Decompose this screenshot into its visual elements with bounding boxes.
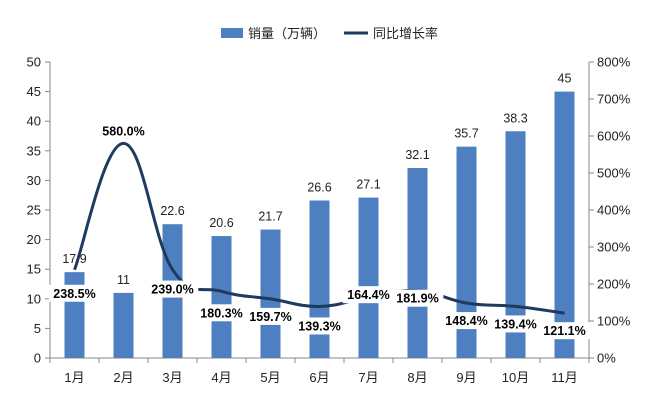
bar-value-label: 20.6 <box>209 216 233 230</box>
line-label-bg <box>440 312 493 330</box>
line-label-bg <box>195 304 248 322</box>
line-layer <box>73 141 565 315</box>
line-value-label: 121.1% <box>543 324 585 338</box>
y2-tick-label: 800% <box>597 55 631 70</box>
line-label-bg <box>97 122 150 140</box>
x-tick-label: 1月 <box>64 370 84 385</box>
line-label-bg <box>489 315 542 333</box>
line-label-bg <box>342 286 395 304</box>
x-tick-label: 7月 <box>358 370 378 385</box>
y-tick-label: 25 <box>27 203 41 218</box>
line-label-bg <box>538 322 591 340</box>
bar-value-label: 21.7 <box>258 210 282 224</box>
y2-tick-label: 400% <box>597 203 631 218</box>
y-tick-label: 15 <box>27 262 41 277</box>
y-tick-label: 45 <box>27 84 41 99</box>
axes: 051015202530354045500%100%200%300%400%50… <box>27 55 631 386</box>
y2-tick-label: 100% <box>597 314 631 329</box>
x-tick-label: 2月 <box>113 370 133 385</box>
bar-value-label: 22.6 <box>160 204 184 218</box>
bar-value-label: 11 <box>117 273 130 287</box>
bar <box>358 197 379 358</box>
y2-tick-label: 500% <box>597 166 631 181</box>
bar <box>554 91 575 358</box>
x-tick-label: 6月 <box>309 370 329 385</box>
bar <box>260 229 281 358</box>
bar <box>113 292 134 358</box>
line-label-bg <box>391 289 444 307</box>
y2-tick-label: 600% <box>597 129 631 144</box>
line-value-label: 180.3% <box>200 306 242 320</box>
line-value-label: 148.4% <box>445 314 487 328</box>
bar <box>407 167 428 358</box>
line-label-bg <box>293 317 346 335</box>
x-tick-label: 10月 <box>502 370 529 385</box>
bar-value-label: 27.1 <box>356 178 380 192</box>
growth-line <box>73 141 565 315</box>
x-tick-label: 4月 <box>211 370 231 385</box>
line-labels: 238.5% 580.0% 239.0% 180.3% 159.7% 139.3% 164.… <box>48 122 591 340</box>
bar-value-label: 38.3 <box>503 111 527 125</box>
line-value-label: 164.4% <box>347 288 389 302</box>
legend-label-line: 同比增长率 <box>373 26 438 41</box>
y-tick-label: 0 <box>34 351 41 366</box>
y2-tick-label: 300% <box>597 240 631 255</box>
line-value-label: 139.4% <box>494 317 536 331</box>
bar <box>211 236 232 358</box>
x-tick-label: 11月 <box>551 370 578 385</box>
y-tick-label: 35 <box>27 143 41 158</box>
bar <box>505 131 526 358</box>
y-tick-label: 10 <box>27 291 41 306</box>
x-tick-label: 8月 <box>407 370 427 385</box>
legend-swatch-bar <box>221 28 243 38</box>
y-tick-label: 5 <box>34 321 41 336</box>
x-tick-label: 3月 <box>162 370 182 385</box>
legend: 销量（万辆） 同比增长率 <box>221 26 438 41</box>
x-tick-label: 5月 <box>260 370 280 385</box>
line-value-label: 239.0% <box>151 283 193 297</box>
line-label-bg <box>48 284 101 302</box>
y-tick-label: 20 <box>27 232 41 247</box>
y2-tick-label: 0% <box>597 351 616 366</box>
line-value-label: 159.7% <box>249 310 291 324</box>
bar-labels: 17.9 11 22.6 20.6 21.7 26.6 27.1 32.1 35.7 38.3 45 <box>62 72 571 287</box>
x-tick-label: 9月 <box>456 370 476 385</box>
line-value-label: 181.9% <box>396 292 438 306</box>
y-tick-label: 50 <box>27 55 41 70</box>
legend-label-bar: 销量（万辆） <box>248 26 326 41</box>
bar-value-label: 32.1 <box>405 148 429 162</box>
line-label-bg <box>244 307 297 325</box>
y2-tick-label: 200% <box>597 277 631 292</box>
y-tick-label: 40 <box>27 114 41 129</box>
y2-tick-label: 700% <box>597 92 631 107</box>
line-value-label: 580.0% <box>102 124 144 138</box>
line-value-label: 139.3% <box>298 319 340 333</box>
line-value-label: 238.5% <box>53 287 95 301</box>
bar-value-label: 35.7 <box>454 127 478 141</box>
line-label-bg <box>146 280 199 298</box>
bar-value-label: 45 <box>558 72 572 86</box>
y-tick-label: 30 <box>27 173 41 188</box>
bar-value-label: 26.6 <box>307 181 331 195</box>
bar-value-label: 17.9 <box>62 252 86 266</box>
